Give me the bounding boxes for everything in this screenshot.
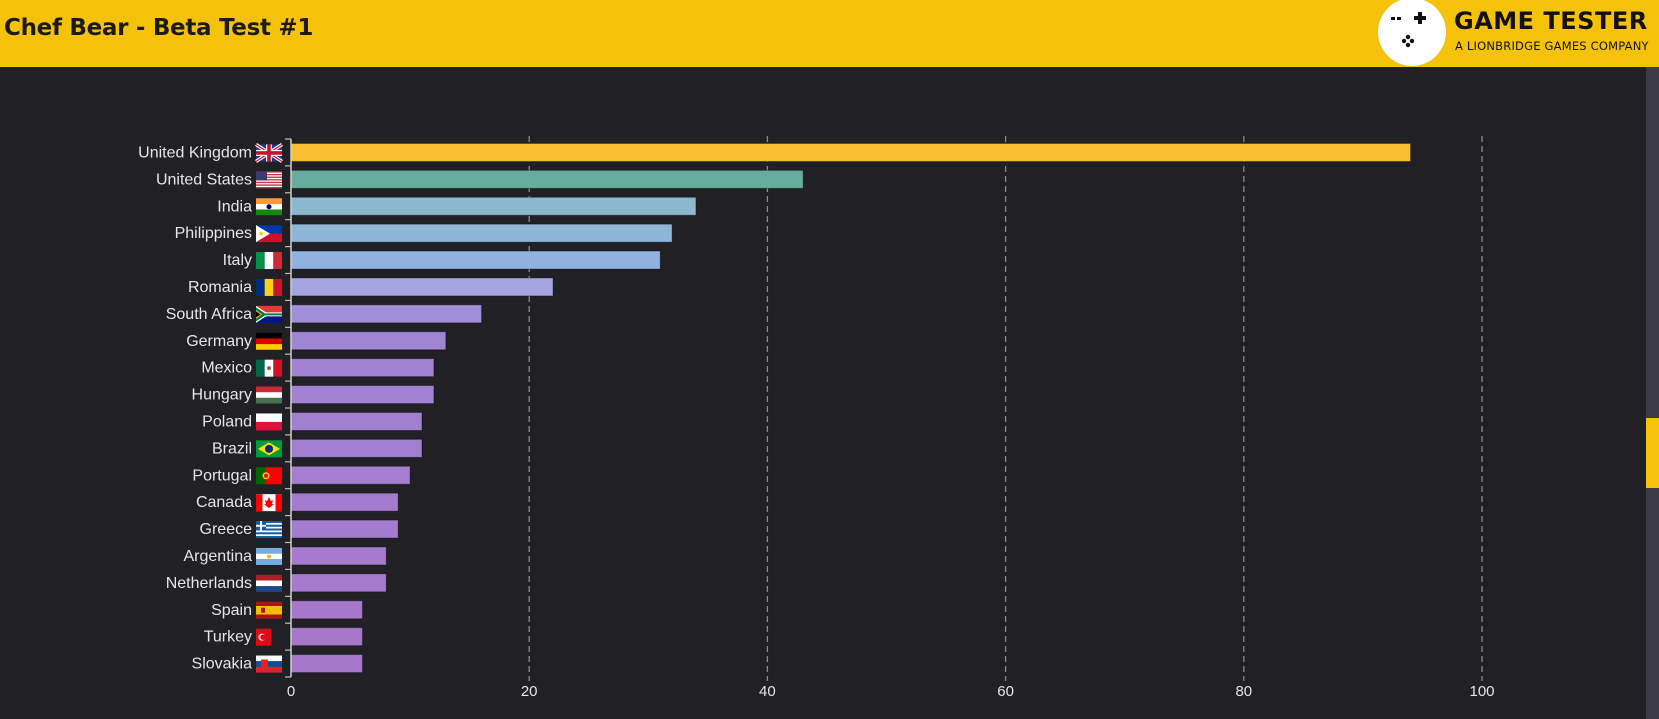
bar <box>290 600 363 620</box>
bar <box>290 411 423 431</box>
country-label: India <box>217 198 252 215</box>
bar <box>290 654 363 674</box>
country-label: Spain <box>211 602 252 619</box>
bar <box>290 250 661 270</box>
country-label: Italy <box>223 252 252 269</box>
logo-title: GAME TESTER <box>1454 7 1648 35</box>
germany-flag-icon <box>256 332 282 350</box>
scrollbar-track[interactable] <box>1646 67 1659 719</box>
country-label: United States <box>156 171 252 188</box>
turkey-flag-icon <box>256 628 271 646</box>
india-flag-icon <box>256 198 282 216</box>
bar <box>290 142 1412 162</box>
argentina-flag-icon <box>256 547 282 565</box>
bar <box>290 573 387 593</box>
portugal-flag-icon <box>256 467 282 485</box>
bar <box>290 627 363 647</box>
brazil-flag-icon <box>256 440 282 458</box>
country-label: Greece <box>200 521 253 538</box>
bar <box>290 196 697 216</box>
country-label: Portugal <box>192 467 252 484</box>
italy-flag-icon <box>256 252 282 270</box>
hungary-flag-icon <box>256 386 282 404</box>
philippines-flag-icon <box>256 225 282 243</box>
bar <box>290 331 447 351</box>
country-label: Brazil <box>212 440 252 457</box>
x-tick-label: 40 <box>759 683 776 700</box>
country-label: Slovakia <box>192 656 253 673</box>
country-label: Germany <box>186 333 252 350</box>
bar <box>290 169 804 189</box>
netherlands-flag-icon <box>256 574 282 592</box>
spain-flag-icon <box>256 601 282 619</box>
romania-flag-icon <box>256 278 282 296</box>
bar <box>290 546 387 566</box>
x-tick-label: 60 <box>997 683 1014 700</box>
x-tick-label: 100 <box>1469 683 1494 700</box>
mexico-flag-icon <box>256 359 282 377</box>
x-tick-label: 0 <box>287 683 295 700</box>
poland-flag-icon <box>256 413 282 431</box>
canada-flag-icon <box>256 494 282 512</box>
us-flag-icon <box>256 171 282 189</box>
gamepad-logo-icon <box>1378 0 1446 66</box>
country-label: Philippines <box>175 225 252 242</box>
bar <box>290 277 554 297</box>
country-label: Hungary <box>192 387 252 404</box>
bar <box>290 223 673 243</box>
bar <box>290 438 423 458</box>
country-label: Netherlands <box>166 575 252 592</box>
bar <box>290 492 399 512</box>
country-label: Romania <box>188 279 252 296</box>
country-label: Argentina <box>184 548 253 565</box>
page-title: Chef Bear - Beta Test #1 <box>4 15 314 41</box>
bar-chart: United Kingdom United States India Philippi… <box>138 136 1495 700</box>
slovakia-flag-icon <box>256 655 282 673</box>
app-header: Chef Bear - Beta Test #1 GAME TESTER A L… <box>0 0 1659 67</box>
bar <box>290 519 399 539</box>
country-label: Poland <box>202 413 252 430</box>
country-label: South Africa <box>166 306 252 323</box>
scrollbar-thumb[interactable] <box>1646 418 1659 488</box>
bar <box>290 385 435 405</box>
country-label: Canada <box>196 494 252 511</box>
country-label: Turkey <box>204 629 252 646</box>
logo-subtitle: A LIONBRIDGE GAMES COMPANY <box>1455 39 1649 53</box>
country-label: United Kingdom <box>138 144 252 161</box>
bar <box>290 358 435 378</box>
south-africa-flag-icon <box>256 305 282 323</box>
bar <box>290 465 411 485</box>
bar <box>290 304 483 324</box>
greece-flag-icon <box>256 521 282 539</box>
x-tick-label: 80 <box>1235 683 1252 700</box>
x-tick-label: 20 <box>521 683 538 700</box>
uk-flag-icon <box>255 142 283 163</box>
country-label: Mexico <box>201 360 252 377</box>
